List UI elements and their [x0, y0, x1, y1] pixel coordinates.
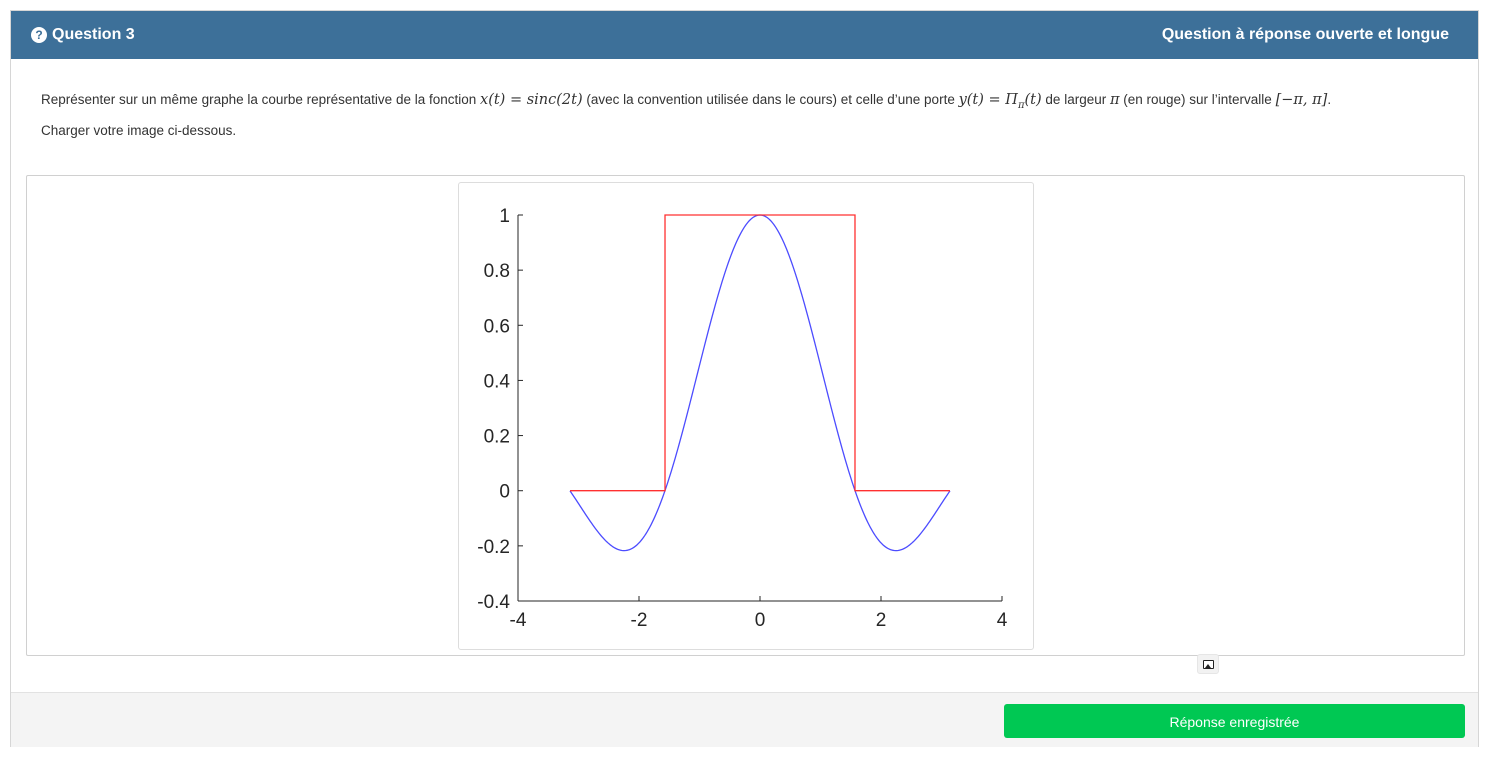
question-circle-icon: ?	[31, 27, 47, 43]
math-y-of-t: y(t) = Ππ(t)	[958, 92, 1042, 111]
y-tick-label: -0.2	[477, 537, 510, 558]
y-tick-label: 0.2	[484, 427, 510, 448]
y-tick-label: 1	[499, 206, 510, 227]
statement-text: de largeur	[1041, 92, 1110, 107]
statement-text: (en rouge) sur l’intervalle	[1119, 92, 1276, 107]
math-y-of-t-end: (t)	[1024, 92, 1042, 108]
y-tick-label: 0.4	[484, 371, 511, 392]
x-tick-label: -2	[631, 610, 648, 631]
statement-text: (avec la convention utilisée dans le cou…	[582, 92, 959, 107]
upload-instruction: Charger votre image ci-dessous.	[41, 123, 237, 138]
y-tick-label: 0.6	[484, 316, 510, 337]
statement-text: Représenter sur un même graphe la courbe…	[41, 92, 481, 107]
statement-text: .	[1327, 92, 1332, 107]
sinc-series-line	[569, 214, 951, 552]
y-tick-label: -0.4	[477, 592, 510, 613]
math-y-of-t-main: y(t) = Π	[958, 92, 1018, 108]
uploaded-image: -0.4 -0.2 0 0.2 0.4 0.6 0.8 1 -4 -2 0 2 4	[458, 182, 1034, 650]
question-title: Question 3	[52, 26, 135, 43]
math-y-of-t-sub: π	[1017, 99, 1025, 111]
question-footer: Réponse enregistrée	[11, 692, 1478, 747]
save-button[interactable]: Réponse enregistrée	[1004, 704, 1465, 738]
question-type: Question à réponse ouverte et longue	[1161, 26, 1449, 43]
x-tick-label: 0	[755, 610, 766, 631]
chart-plot: -0.4 -0.2 0 0.2 0.4 0.6 0.8 1 -4 -2 0 2 4	[477, 206, 1008, 631]
y-tick-label: 0	[499, 482, 510, 503]
x-tick-label: 2	[876, 610, 887, 631]
math-pi: π	[1109, 92, 1120, 108]
y-tick-label: 0.8	[484, 261, 510, 282]
image-icon[interactable]	[1197, 654, 1219, 674]
question-statement: Représenter sur un même graphe la courbe…	[41, 91, 1331, 115]
question-card: ? Question 3 Question à réponse ouverte …	[10, 10, 1479, 747]
x-tick-label: 4	[997, 610, 1008, 631]
math-x-of-t: x(t) = sinc(2t)	[480, 92, 583, 108]
math-interval: [−π, π]	[1275, 92, 1328, 108]
question-header: ? Question 3 Question à réponse ouverte …	[11, 11, 1478, 59]
gate-series-line	[570, 214, 950, 492]
answer-upload-zone[interactable]: -0.4 -0.2 0 0.2 0.4 0.6 0.8 1 -4 -2 0 2 4	[26, 175, 1465, 656]
x-tick-label: -4	[510, 610, 527, 631]
